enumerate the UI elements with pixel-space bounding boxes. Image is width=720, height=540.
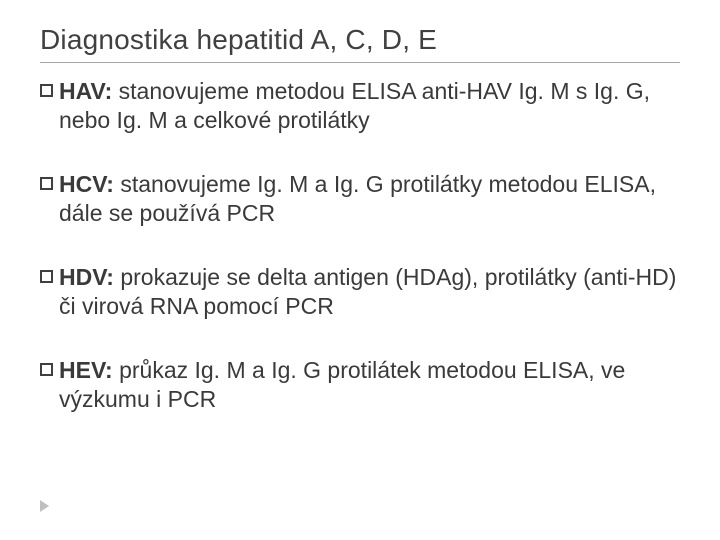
square-bullet-icon: [40, 270, 53, 283]
square-bullet-icon: [40, 177, 53, 190]
triangle-marker-icon: [40, 500, 49, 512]
bullet-list: HAV: stanovujeme metodou ELISA anti-HAV …: [40, 77, 680, 415]
list-item-text: HAV: stanovujeme metodou ELISA anti-HAV …: [59, 77, 680, 136]
list-item-label: HAV:: [59, 78, 112, 104]
list-item-label: HCV:: [59, 171, 114, 197]
square-bullet-icon: [40, 84, 53, 97]
list-item: HCV: stanovujeme Ig. M a Ig. G protilátk…: [40, 170, 680, 229]
list-item-text: HCV: stanovujeme Ig. M a Ig. G protilátk…: [59, 170, 680, 229]
list-item-body: stanovujeme metodou ELISA anti-HAV Ig. M…: [59, 78, 650, 133]
list-item-body: stanovujeme Ig. M a Ig. G protilátky met…: [59, 171, 656, 226]
list-item-body: průkaz Ig. M a Ig. G protilátek metodou …: [59, 357, 625, 412]
list-item-label: HEV:: [59, 357, 113, 383]
square-bullet-icon: [40, 363, 53, 376]
list-item: HAV: stanovujeme metodou ELISA anti-HAV …: [40, 77, 680, 136]
slide: Diagnostika hepatitid A, C, D, E HAV: st…: [0, 0, 720, 540]
list-item-body: prokazuje se delta antigen (HDAg), proti…: [59, 264, 676, 319]
slide-title: Diagnostika hepatitid A, C, D, E: [40, 24, 680, 63]
list-item-text: HDV: prokazuje se delta antigen (HDAg), …: [59, 263, 680, 322]
list-item: HEV: průkaz Ig. M a Ig. G protilátek met…: [40, 356, 680, 415]
list-item-text: HEV: průkaz Ig. M a Ig. G protilátek met…: [59, 356, 680, 415]
list-item: HDV: prokazuje se delta antigen (HDAg), …: [40, 263, 680, 322]
list-item-label: HDV:: [59, 264, 114, 290]
